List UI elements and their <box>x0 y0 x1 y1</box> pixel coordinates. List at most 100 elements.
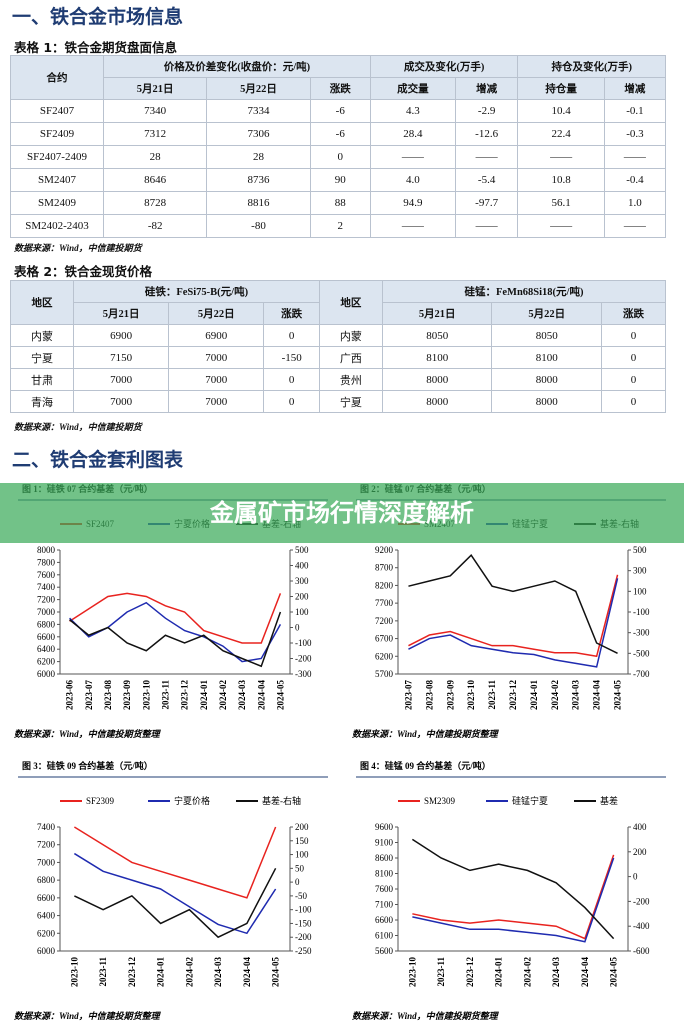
y2-tick-label: 400 <box>295 561 309 571</box>
y-tick-label: 6200 <box>375 651 394 661</box>
row: SM2407 8646 8736 90 4.0 -5.4 10.8 -0.4 <box>10 168 667 192</box>
y2-tick-label: -50 <box>295 891 307 901</box>
cell: 内蒙 <box>10 324 74 347</box>
cell: 8050 <box>381 324 493 347</box>
y2-tick-label: 0 <box>295 623 300 633</box>
y2-tick-label: 100 <box>295 850 309 860</box>
cell: 4.0 <box>369 168 456 192</box>
row: SF2409 7312 7306 -6 28.4 -12.6 22.4 -0.3 <box>10 122 667 146</box>
cell: 22.4 <box>517 122 605 146</box>
cell: 0 <box>601 368 666 391</box>
y-tick-label: 8200 <box>375 580 394 590</box>
header: 5月21日 <box>72 302 170 325</box>
chart: 图 3：硅铁 09 合约基差（元/吨） SF2309 宁夏价格 基差-右轴 6000 62… <box>14 760 328 1021</box>
y-tick-label: 6400 <box>37 911 56 921</box>
y-tick-label: 6600 <box>375 915 394 925</box>
series-line <box>412 854 615 940</box>
y-tick-label: 6000 <box>37 669 56 679</box>
x-tick-label: 2024-02 <box>184 957 194 987</box>
x-tick-label: 2023-07 <box>403 680 413 710</box>
header: 地区 <box>10 280 74 325</box>
y-tick-label: 6000 <box>37 946 56 956</box>
cell: 宁夏 <box>318 390 383 413</box>
series-line <box>69 601 282 663</box>
y2-tick-label: -250 <box>295 946 312 956</box>
cell: 8000 <box>491 368 603 391</box>
y2-tick-label: 300 <box>295 576 309 586</box>
x-tick-label: 2024-01 <box>494 957 504 987</box>
cell: 28 <box>206 145 311 169</box>
y-tick-label: 6700 <box>375 634 394 644</box>
series-line <box>412 857 615 943</box>
row: 宁夏 7150 7000 -150 广西 8100 8100 0 <box>10 346 666 369</box>
legend-label: 基差 <box>600 795 618 806</box>
cell: 2 <box>309 214 371 238</box>
y-tick-label: 8700 <box>375 563 394 573</box>
y2-tick-label: 500 <box>633 545 647 555</box>
futures-table: 合约 价格及价差变化(收盘价：元/吨) 成交及变化(万手) 持仓及变化(万手) 5月21… <box>10 55 667 238</box>
cell: 宁夏 <box>10 346 74 369</box>
table-caption: 表格 1：铁合金期货盘面信息 <box>14 40 178 55</box>
cell: 7000 <box>168 390 265 413</box>
cell: -6 <box>309 99 371 123</box>
y-tick-label: 6800 <box>37 875 56 885</box>
header: 5月22日 <box>206 77 311 100</box>
series-line <box>74 867 277 939</box>
cell: 4.3 <box>369 99 456 123</box>
cell: 贵州 <box>318 368 383 391</box>
series-line <box>69 592 282 644</box>
x-tick-label: 2023-11 <box>98 957 108 987</box>
cell: 8736 <box>206 168 311 192</box>
header: 涨跌 <box>601 302 666 325</box>
cell: 7150 <box>72 346 170 369</box>
y-tick-label: 7200 <box>37 595 56 605</box>
cell: 8100 <box>381 346 493 369</box>
cell: -82 <box>102 214 208 238</box>
x-tick-label: 2024-04 <box>242 957 252 987</box>
y2-tick-label: 100 <box>633 586 647 596</box>
y2-tick-label: -400 <box>633 921 650 931</box>
cell: —— <box>454 145 519 169</box>
cell: 青海 <box>10 390 74 413</box>
y-tick-label: 7000 <box>37 607 56 617</box>
x-tick-label: 2023-12 <box>508 680 518 710</box>
row: 5月21日 5月22日 涨跌 成交量 增减 持仓量 增减 <box>11 77 667 100</box>
legend-label: 硅锰宁夏 <box>512 795 548 806</box>
header: 涨跌 <box>309 77 371 100</box>
chart-source: 数据来源：Wind，中信建投期货整理 <box>14 1011 162 1021</box>
cell: 10.4 <box>517 99 605 123</box>
cell: 88 <box>309 191 371 215</box>
table-caption: 表格 2：铁合金现货价格 <box>14 264 153 279</box>
y2-tick-label: -300 <box>295 669 312 679</box>
header: 硅锰：FeMn68Si18(元/吨) <box>381 280 667 303</box>
x-tick-label: 2024-03 <box>571 680 581 710</box>
legend-label: SM2309 <box>424 796 456 806</box>
legend-label: 基差-右轴 <box>262 795 301 806</box>
y2-tick-label: -150 <box>295 918 312 928</box>
cell: —— <box>603 214 667 238</box>
y-tick-label: 7400 <box>37 822 56 832</box>
header: 持仓量 <box>517 77 605 100</box>
header: 5月22日 <box>491 302 603 325</box>
cell: 8000 <box>381 368 493 391</box>
cell: 8050 <box>491 324 603 347</box>
x-tick-label: 2024-01 <box>199 680 209 710</box>
series-line <box>69 611 282 668</box>
x-tick-label: 2023-07 <box>84 680 94 710</box>
y2-tick-label: 100 <box>295 607 309 617</box>
row: SF2407-2409 28 28 0 —— —— —— —— <box>10 145 667 169</box>
x-tick-label: 2023-10 <box>141 680 151 710</box>
y2-tick-label: 200 <box>295 822 309 832</box>
cell: -6 <box>309 122 371 146</box>
header: 涨跌 <box>263 302 320 325</box>
cell: 6900 <box>72 324 170 347</box>
y2-tick-label: 200 <box>295 592 309 602</box>
table-source: 数据来源：Wind，中信建投期货 <box>14 243 142 253</box>
x-tick-label: 2024-01 <box>529 680 539 710</box>
cell: 7000 <box>168 346 265 369</box>
header: 合约 <box>10 55 104 100</box>
cell: —— <box>603 145 667 169</box>
series-line <box>73 852 277 935</box>
cell: —— <box>517 214 605 238</box>
y-tick-label: 9100 <box>375 838 394 848</box>
